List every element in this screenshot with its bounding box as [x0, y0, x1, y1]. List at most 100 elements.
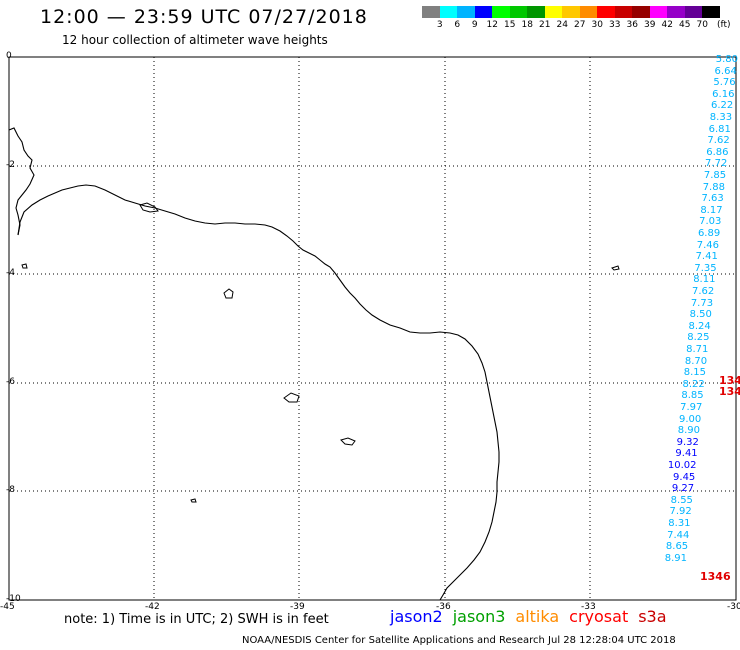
- island-a: [139, 202, 159, 213]
- wave-height-value: 8.70: [684, 355, 708, 367]
- coastline: [17, 184, 500, 601]
- color-scale-label: 6: [454, 20, 461, 30]
- color-scale-label: 27: [574, 20, 586, 30]
- wave-height-value: 8.15: [683, 367, 706, 379]
- color-scale-label: 70: [696, 20, 708, 30]
- map-title: 12:00 — 23:59 UTC 07/27/2018: [40, 6, 368, 28]
- latitude-tick-label: -2: [6, 160, 15, 170]
- latitude-tick-label: -8: [6, 485, 15, 495]
- latitude-tick-label: -10: [6, 594, 21, 604]
- island-e: [611, 265, 620, 271]
- latitude-tick-label: -6: [6, 377, 15, 387]
- legend-jason2: jason2: [390, 607, 443, 626]
- color-scale-swatch: 15: [492, 6, 515, 30]
- lat-lon-grid: [9, 57, 736, 600]
- color-scale-swatch: 70: [684, 6, 708, 30]
- island-d: [340, 437, 356, 446]
- wave-height-value: 8.24: [688, 320, 711, 332]
- wave-height-value: 7.88: [702, 181, 725, 193]
- color-scale-swatch: 18: [509, 6, 533, 30]
- wave-height-value: 5.76: [713, 77, 736, 89]
- wave-height-value: 7.35: [694, 262, 717, 274]
- color-scale-swatch: 21: [527, 6, 550, 30]
- wave-height-value: 7.72: [705, 158, 728, 170]
- longitude-tick-label: -42: [145, 602, 160, 612]
- latitude-tick-label: 0: [6, 51, 12, 61]
- wave-height-value: 7.85: [703, 170, 727, 181]
- wave-height-value: 8.33: [709, 112, 733, 123]
- wave-height-value: 8.90: [677, 425, 701, 437]
- wave-height-value: 7.62: [692, 286, 715, 297]
- longitude-tick-label: -33: [581, 602, 596, 612]
- color-scale-label: 15: [504, 20, 516, 30]
- color-scale-label: 30: [591, 20, 603, 30]
- color-scale-label: 39: [644, 20, 656, 30]
- color-scale-label: 3: [436, 20, 443, 30]
- color-scale-swatch: 27: [562, 6, 585, 30]
- longitude-tick-label: -30: [727, 602, 740, 612]
- wave-height-value: 8.25: [687, 332, 710, 344]
- color-scale-swatch: 9: [457, 6, 478, 30]
- wave-height-value: 7.46: [696, 239, 720, 251]
- wave-height-value: 8.11: [693, 274, 716, 286]
- island-c: [283, 392, 300, 403]
- wave-height-value: 7.62: [707, 135, 730, 147]
- color-scale-swatch: 45: [667, 6, 690, 30]
- longitude-tick-label: -36: [436, 602, 451, 612]
- wave-height-value: 9.27: [671, 483, 695, 495]
- latitude-tick-label: -4: [6, 268, 15, 278]
- color-scale-swatch: 12: [474, 6, 498, 30]
- cycle-id-label: 1346: [700, 570, 731, 583]
- island-f: [21, 263, 28, 269]
- wave-height-value: 8.17: [700, 204, 723, 216]
- wave-height-value: 8.91: [664, 552, 687, 564]
- wave-height-value: 7.97: [680, 402, 703, 413]
- color-scale-swatch: 36: [614, 6, 638, 30]
- footnote: note: 1) Time is in UTC; 2) SWH is in fe…: [64, 612, 329, 627]
- color-scale-swatch: 24: [544, 6, 568, 30]
- wave-height-value: 7.41: [695, 251, 718, 263]
- color-scale-label: 36: [626, 20, 638, 30]
- color-scale: 3 6 9 12 15 18 21 24 27 30 33 36 39 42 45 70: [422, 6, 720, 30]
- color-scale-unit: (ft): [717, 20, 731, 30]
- color-scale-swatch: 33: [597, 6, 620, 30]
- wave-height-value: 9.00: [678, 413, 702, 425]
- wave-height-value: 8.71: [686, 344, 709, 355]
- wave-height-value: 6.64: [714, 65, 737, 77]
- wave-height-value: 8.31: [668, 518, 691, 529]
- color-scale-label: 24: [556, 20, 568, 30]
- legend-s3a: s3a: [638, 607, 667, 626]
- credit-line: NOAA/NESDIS Center for Satellite Applica…: [242, 635, 676, 646]
- color-scale-label: 12: [486, 20, 498, 30]
- wave-height-value: 7.92: [669, 506, 692, 518]
- color-scale-swatch: 6: [439, 6, 460, 30]
- coastline-north: [8, 127, 35, 236]
- wave-height-value: 8.65: [665, 541, 689, 553]
- wave-height-value: 6.81: [708, 123, 731, 135]
- color-scale-label: 18: [521, 20, 533, 30]
- wave-height-value: 10.02: [667, 460, 697, 471]
- legend-jason3: jason3: [452, 607, 506, 626]
- wave-height-value: 7.73: [690, 297, 714, 309]
- wave-height-value: 7.63: [701, 193, 724, 205]
- color-scale-label: 33: [609, 20, 621, 30]
- color-scale-label: 21: [539, 20, 551, 30]
- color-scale-swatch: [702, 6, 720, 18]
- wave-height-value: 6.89: [697, 228, 721, 239]
- legend-cryosat: cryosat: [569, 607, 629, 626]
- longitude-tick-label: -39: [290, 602, 305, 612]
- map-subtitle: 12 hour collection of altimeter wave hei…: [62, 33, 328, 47]
- map-frame: [8, 56, 737, 601]
- cycle-id-label: 134: [719, 385, 740, 398]
- island-g: [190, 498, 197, 503]
- legend-altika: altika: [515, 607, 560, 626]
- wave-height-value: 7.03: [699, 216, 722, 228]
- wave-height-value: 6.86: [706, 146, 729, 158]
- wave-height-value: 8.85: [681, 390, 704, 402]
- wave-height-value: 8.55: [670, 494, 693, 506]
- color-scale-swatch: 42: [649, 6, 673, 30]
- color-scale-label: 9: [471, 20, 478, 30]
- longitude-tick-label: -45: [0, 602, 15, 612]
- color-scale-label: 42: [661, 20, 673, 30]
